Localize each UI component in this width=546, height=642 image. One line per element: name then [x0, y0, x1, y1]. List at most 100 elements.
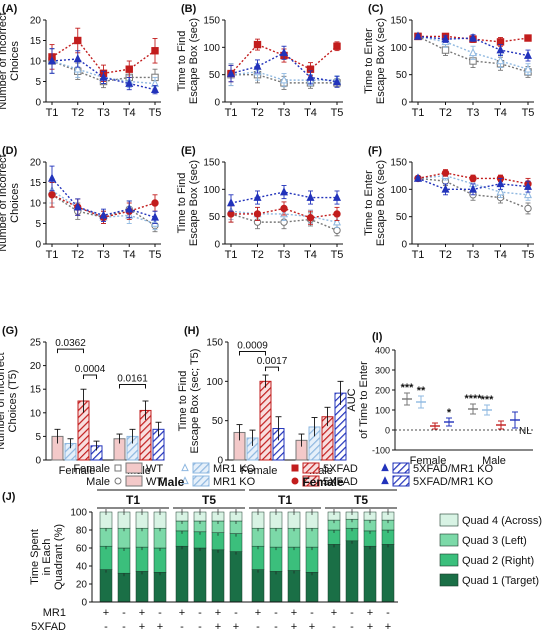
y-axis-label: Escape Box (sec): [375, 160, 387, 246]
series-double: [227, 45, 341, 88]
legend-label: MR1 KO: [213, 476, 256, 488]
fivexfad-sign: +: [291, 621, 297, 633]
group-label: Female: [241, 465, 278, 477]
data-point: [48, 173, 56, 182]
data-point: [151, 84, 159, 93]
p-value-label: 0.0161: [117, 373, 148, 384]
y-tick-label: 100: [375, 406, 390, 416]
y-tick-label: 200: [375, 386, 390, 396]
legend-row-label: Male: [86, 476, 110, 488]
y-tick-label: 50: [212, 416, 224, 427]
data-point: [253, 40, 262, 49]
group-label: Female: [59, 465, 96, 477]
y-tick-label: 0: [217, 456, 223, 467]
x-tick-label: T2: [71, 249, 84, 261]
x-tick-label: T2: [251, 107, 264, 119]
x-tick-label: T3: [467, 107, 480, 119]
stack-segment-quad1: [135, 571, 149, 603]
p-value-label: 0.0362: [55, 338, 86, 349]
y-tick-label: 100: [203, 185, 220, 196]
y-tick-label: 5: [35, 77, 41, 88]
data-point: [333, 226, 341, 235]
y-axis-label: Quadrant (%): [53, 524, 65, 590]
series-double: [414, 31, 532, 62]
data-point: [441, 169, 450, 177]
legend-swatch: [192, 462, 210, 474]
legend-marker: [381, 476, 389, 485]
data-point: [414, 31, 422, 40]
x-tick-label: T1: [225, 249, 238, 261]
data-point: [469, 184, 477, 193]
y-tick-label: -100: [372, 446, 390, 456]
x-tick-label: T1: [225, 107, 238, 119]
y-axis-label: Number of Incorrect: [0, 12, 9, 109]
y-tick-label: 60: [76, 544, 88, 555]
significance-stars: **: [417, 385, 426, 397]
y-tick-label: 0: [214, 240, 220, 251]
y-tick-label: 0: [35, 240, 41, 251]
y-tick-label: 150: [206, 338, 223, 349]
stack-segment-quad2: [305, 546, 319, 573]
series-line: [51, 60, 156, 85]
x-tick-label: T1: [412, 107, 425, 119]
stack-segment-quad1: [229, 551, 243, 603]
fivexfad-sign: -: [198, 621, 202, 633]
data-point: [524, 181, 532, 190]
y-tick-label: 150: [390, 16, 407, 27]
x-tick-label: T1: [412, 249, 425, 261]
legend-swatch: [392, 462, 410, 474]
fivexfad-sign: +: [215, 621, 221, 633]
data-point: [496, 45, 505, 54]
legend-marker: [291, 464, 299, 472]
p-value-label: 0.0009: [237, 340, 268, 351]
legend-label: MR1 KO: [213, 463, 256, 475]
stack-segment-quad1: [287, 570, 301, 603]
mr1-sign: +: [331, 607, 337, 619]
data-point: [253, 192, 262, 201]
y-tick-label: 100: [390, 43, 407, 54]
line-panel-e: (E) 0 50 100 150 Time to Find Escape Box (sec)…: [176, 145, 343, 261]
y-axis-label: Time to Find: [176, 31, 188, 92]
legend-marker: [381, 463, 389, 472]
stack-segment-quad2: [251, 545, 265, 570]
y-tick-label: 100: [70, 508, 87, 519]
data-point: [280, 75, 288, 84]
significance-stars: ***: [401, 382, 415, 394]
mr1-sign: -: [310, 607, 314, 619]
stack-segment-quad1: [153, 572, 167, 603]
legend-label: WT: [146, 476, 163, 488]
y-tick-label: 0: [214, 98, 220, 109]
y-tick-label: 50: [209, 70, 221, 81]
stack-segment-quad1: [175, 545, 189, 603]
significance-bracket: [239, 350, 266, 356]
stack-segment-quad2: [117, 547, 131, 574]
data-point: [73, 54, 82, 63]
data-point: [253, 210, 262, 218]
data-point: [125, 78, 134, 87]
fivexfad-sign: +: [385, 621, 391, 633]
y-tick-label: 0: [35, 456, 41, 467]
series-line: [231, 73, 337, 84]
data-point: [414, 173, 422, 182]
x-tick-label: T2: [439, 249, 452, 261]
legend-swatch: [125, 462, 143, 474]
y-axis-label: Time to Enter: [363, 170, 375, 236]
data-point: [306, 192, 315, 201]
data-point: [306, 72, 315, 81]
legend-label: WT: [146, 463, 163, 475]
stack-segment-quad2: [287, 546, 301, 571]
y-axis-label: of Time to Enter: [358, 361, 370, 439]
y-axis-label: Escape Box (sec; T5): [189, 349, 201, 454]
quadrant-legend-label: Quad 3 (Left): [462, 535, 527, 547]
fivexfad-sign: +: [157, 621, 163, 633]
fivexfad-sign: -: [332, 621, 336, 633]
series-double: [48, 48, 159, 95]
y-tick-label: 0: [401, 240, 407, 251]
y-tick-label: 5: [35, 219, 41, 230]
x-tick-label: T3: [467, 249, 480, 261]
x-tick-label: T2: [251, 249, 264, 261]
data-point: [280, 187, 288, 196]
group-label: Male: [482, 455, 506, 467]
